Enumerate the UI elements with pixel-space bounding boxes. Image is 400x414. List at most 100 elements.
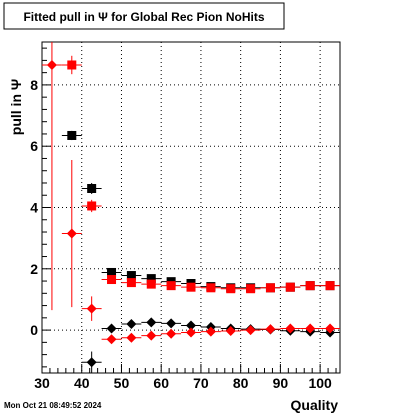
timestamp: Mon Oct 21 08:49:52 2024 [4, 401, 102, 410]
square-marker [265, 283, 275, 293]
data-point [121, 278, 142, 288]
data-point [81, 199, 102, 213]
data-point [141, 317, 162, 328]
diamond-marker [66, 228, 77, 239]
diamond-marker [146, 330, 157, 341]
square-marker [226, 284, 236, 294]
diamond-marker [86, 357, 97, 368]
x-tick-label: 40 [74, 375, 90, 391]
diamond-marker [225, 326, 236, 337]
data-point [200, 283, 221, 293]
data-point [42, 42, 62, 311]
diamond-marker [205, 326, 216, 337]
title-frame [3, 2, 285, 30]
data-point [260, 324, 281, 335]
data-point [101, 323, 122, 334]
diamond-marker [166, 328, 177, 339]
data-point [161, 328, 182, 339]
square-marker [166, 281, 176, 291]
series-3 [42, 42, 340, 345]
square-marker [67, 130, 77, 140]
x-tick-label: 50 [114, 375, 130, 391]
data-point [121, 271, 142, 281]
data-point [200, 326, 221, 337]
data-point [220, 284, 241, 294]
data-point [81, 351, 102, 373]
data-point [61, 130, 82, 141]
data-point [300, 323, 321, 334]
square-marker [246, 284, 256, 294]
diamond-marker [126, 332, 137, 343]
y-tick-label: 0 [30, 322, 38, 338]
diamond-marker [186, 320, 196, 331]
data-point [121, 332, 142, 343]
data-point [240, 284, 261, 294]
data-point [220, 326, 241, 337]
data-point [141, 330, 162, 341]
diamond-marker [265, 324, 276, 335]
data-point [61, 55, 82, 75]
data-point [121, 318, 142, 329]
x-tick-label: 70 [193, 375, 209, 391]
diamond-marker [245, 325, 256, 336]
data-point [280, 323, 301, 334]
y-tick-label: 2 [30, 261, 38, 277]
diamond-marker [86, 303, 97, 314]
data-point [280, 282, 301, 292]
square-marker [107, 267, 117, 277]
diamond-marker [166, 318, 177, 329]
data-point [320, 323, 340, 334]
square-marker [186, 282, 196, 292]
data-points [42, 42, 340, 373]
square-marker [206, 283, 216, 293]
x-axis-title: Quality [291, 397, 339, 413]
diamond-marker [186, 327, 196, 338]
data-point [101, 334, 122, 345]
square-marker [305, 281, 315, 291]
diamond-marker [106, 323, 117, 334]
data-point [181, 327, 201, 338]
diamond-marker [126, 318, 137, 329]
x-tick-label: 30 [34, 375, 50, 391]
diamond-marker [325, 323, 336, 334]
square-marker [87, 183, 97, 193]
x-tick-label: 90 [273, 375, 289, 391]
data-point [141, 279, 162, 289]
square-marker [146, 279, 156, 289]
y-tick-label: 6 [30, 138, 38, 154]
square-marker [126, 278, 136, 288]
diamond-marker [285, 323, 296, 334]
y-axis-title: pull in Ψ [8, 79, 24, 135]
title-box: Fitted pull in Ψ for Global Rec Pion NoH… [3, 2, 285, 30]
square-marker [126, 271, 136, 281]
x-tick-label: 100 [308, 375, 332, 391]
diamond-marker [305, 323, 316, 334]
axis-ticks: 30 40 50 60 70 80 90 100 0 2 4 6 8 [30, 47, 337, 391]
data-point [101, 267, 122, 277]
data-point [161, 318, 182, 329]
y-tick-label: 4 [30, 200, 38, 216]
chart-title: Fitted pull in Ψ for Global Rec Pion NoH… [23, 10, 264, 24]
square-marker [325, 281, 335, 291]
data-point [260, 283, 281, 293]
square-marker [146, 274, 156, 284]
x-tick-label: 80 [233, 375, 249, 391]
y-tick-label: 8 [30, 77, 38, 93]
square-marker [67, 60, 77, 70]
data-point [81, 296, 102, 321]
data-point [101, 275, 122, 285]
data-point [181, 282, 201, 292]
data-point [240, 325, 261, 336]
data-point [61, 159, 82, 308]
data-point [181, 320, 201, 331]
data-point [161, 281, 182, 291]
diamond-marker [106, 334, 117, 345]
data-point [320, 281, 340, 291]
x-tick-label: 60 [153, 375, 169, 391]
square-marker [87, 201, 97, 211]
data-point [300, 281, 321, 291]
diamond-marker [146, 317, 157, 328]
square-marker [107, 275, 117, 285]
square-marker [285, 282, 295, 292]
